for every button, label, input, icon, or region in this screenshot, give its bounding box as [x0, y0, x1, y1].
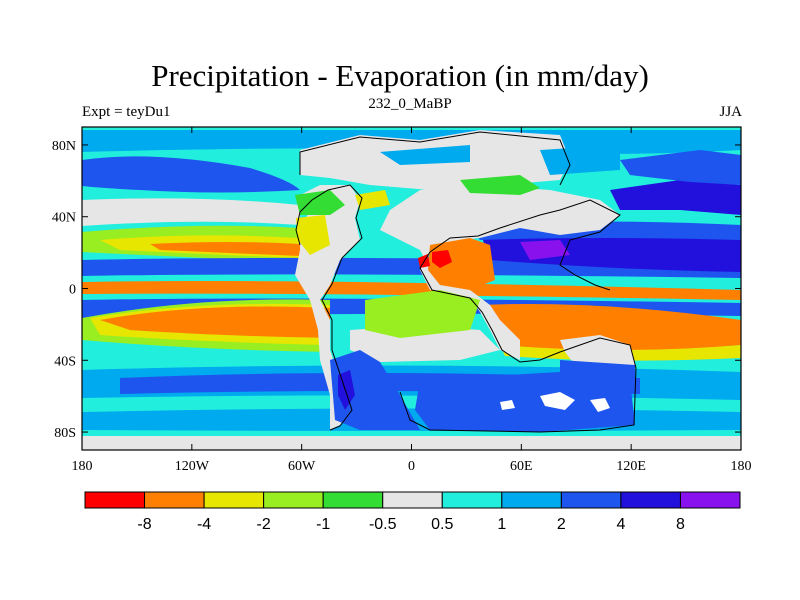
south-atlantic-green [365, 290, 480, 338]
colorbar-label: 2 [557, 516, 566, 533]
y-axis: 80N 40N 0 40S 80S [52, 139, 741, 441]
colorbar-label: 0.5 [431, 516, 453, 533]
colorbar-box [620, 491, 681, 509]
colorbar-box [84, 491, 146, 509]
colorbar-label: -1 [316, 516, 330, 533]
chart-title: Precipitation - Evaporation (in mm/day) [151, 58, 649, 93]
colorbar-box [441, 491, 503, 509]
y-tick-label: 0 [69, 283, 76, 298]
antarctic-speckle [500, 392, 610, 412]
north-subtropic-pale [82, 198, 300, 226]
season-label: JJA [719, 104, 742, 120]
americas-green [295, 190, 345, 215]
colorbar-box [382, 491, 443, 509]
north-pacific-wet-band [82, 156, 300, 193]
x-tick-label: 180 [731, 459, 752, 474]
y-tick-label: 80S [54, 426, 76, 441]
colorbar-label: -2 [257, 516, 271, 533]
colorbar-box [560, 491, 622, 509]
europe-green [460, 175, 540, 195]
americas-yellow [296, 215, 330, 255]
north-atlantic-wet [380, 145, 470, 165]
y-tick-label: 40S [54, 354, 76, 369]
west-pacific-wet [610, 180, 741, 215]
colorbar-box [144, 491, 205, 509]
x-tick-label: 0 [408, 459, 415, 474]
south-indian-orange [480, 304, 741, 352]
colorbar-box [203, 491, 265, 509]
x-tick-label: 180 [72, 459, 93, 474]
colorbar-label: 8 [676, 516, 685, 533]
colorbar-label: 4 [616, 516, 625, 533]
y-tick-label: 40N [52, 211, 76, 226]
equator-dry-band [82, 281, 741, 300]
siberia-wet [540, 145, 620, 175]
colorbar-label: -8 [137, 516, 151, 533]
experiment-label: Expt = teyDu1 [82, 104, 171, 120]
north-africa-core [432, 250, 452, 268]
colorbar: -8 -4 -2 -1 -0.5 0.5 1 2 4 8 [84, 491, 741, 533]
atlantic-yellow [355, 190, 390, 210]
x-tick-label: 120W [175, 459, 210, 474]
coastline-contour [295, 131, 637, 433]
y-tick-label: 80N [52, 139, 76, 154]
x-tick-label: 60E [510, 459, 533, 474]
land-eurasia-africa [380, 185, 620, 360]
colorbar-label: -4 [197, 516, 211, 533]
x-tick-label: 120E [616, 459, 646, 474]
south-subtropic-orange [100, 306, 330, 338]
time-label: 232_0_MaBP [368, 96, 452, 112]
asia-violet-core [520, 240, 570, 260]
land-antarctica [82, 436, 741, 450]
colorbar-label: 1 [497, 516, 506, 533]
x-axis: 180 120W 60W 0 60E 120E 180 [72, 127, 752, 474]
south-pacific-wet [560, 360, 635, 380]
antarctic-wet [415, 372, 635, 432]
x-tick-label: 60W [288, 459, 316, 474]
colorbar-box [263, 491, 324, 509]
colorbar-box [322, 491, 384, 509]
colorbar-label: -0.5 [369, 516, 397, 533]
colorbar-box [679, 491, 741, 509]
colorbar-box [501, 491, 562, 509]
precip-map [82, 127, 741, 450]
north-pacific-band-east [620, 150, 741, 185]
north-subtropic-orange [150, 242, 300, 256]
